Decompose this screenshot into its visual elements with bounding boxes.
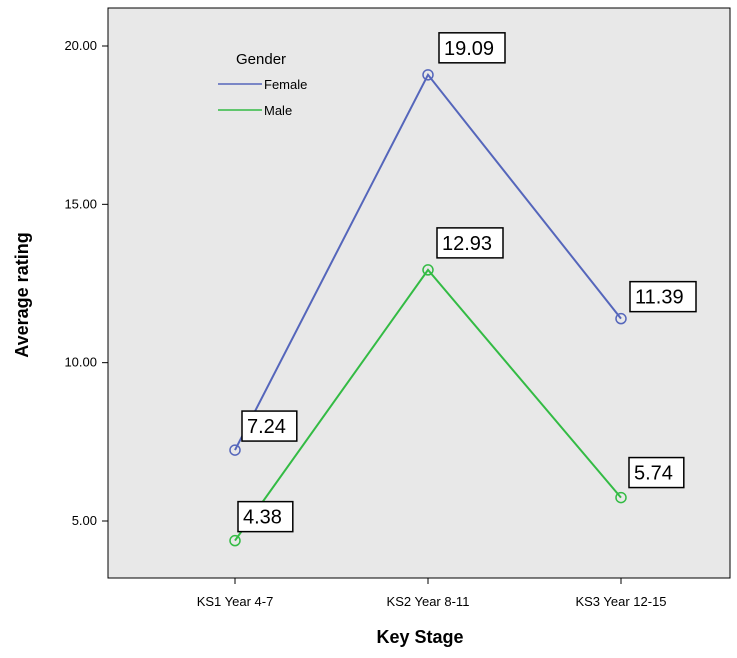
series-line [234,268,622,542]
data-point-marker [422,264,434,276]
x-axis: KS1 Year 4-7 KS2 Year 8-11 KS3 Year 12-15 [197,578,667,609]
data-label-text: 5.74 [634,463,673,485]
legend-label: Female [264,77,307,92]
data-label-box [237,500,294,533]
data-label: 5.74 [628,456,685,489]
data-labels-layer: 7.24 19.09 11.39 4.38 12.93 5.74 [237,32,697,533]
series-male [229,264,627,547]
data-label: 4.38 [237,500,294,533]
data-label-text: 4.38 [243,507,282,529]
y-tick-label: 20.00 [64,38,97,53]
y-axis-title: Average rating [12,232,32,357]
y-tick-label: 5.00 [72,513,97,528]
legend-title: Gender [236,51,286,68]
plot-area [107,7,731,579]
data-label-text: 12.93 [442,233,492,255]
data-label: 12.93 [436,227,504,259]
x-tick-label: KS1 Year 4-7 [197,594,274,609]
x-axis-title: Key Stage [376,627,463,647]
data-label: 19.09 [438,32,506,64]
data-label: 7.24 [241,410,298,442]
data-point-marker [615,312,627,325]
data-label-box [436,227,504,259]
data-label: 11.39 [629,280,697,313]
legend-label: Male [264,103,292,118]
data-label-box [629,280,697,313]
data-point-marker [229,444,241,456]
y-tick-label: 10.00 [64,355,97,370]
y-axis: 5.00 10.00 15.00 20.00 [64,38,108,528]
x-tick-label: KS2 Year 8-11 [387,594,470,609]
legend: Gender Female Male [218,51,307,118]
data-label-text: 11.39 [635,287,684,309]
data-label-text: 19.09 [444,38,494,60]
data-point-marker [615,491,627,504]
series-female [229,69,627,456]
data-label-box [241,410,298,442]
data-label-box [438,32,506,64]
series-layer [229,69,627,547]
data-label-text: 7.24 [247,416,286,438]
x-tick-label: KS3 Year 12-15 [575,594,666,609]
data-point-marker [422,69,434,81]
data-label-box [628,456,685,489]
series-line [234,72,622,451]
y-tick-label: 15.00 [64,196,97,211]
data-point-marker [229,534,241,547]
